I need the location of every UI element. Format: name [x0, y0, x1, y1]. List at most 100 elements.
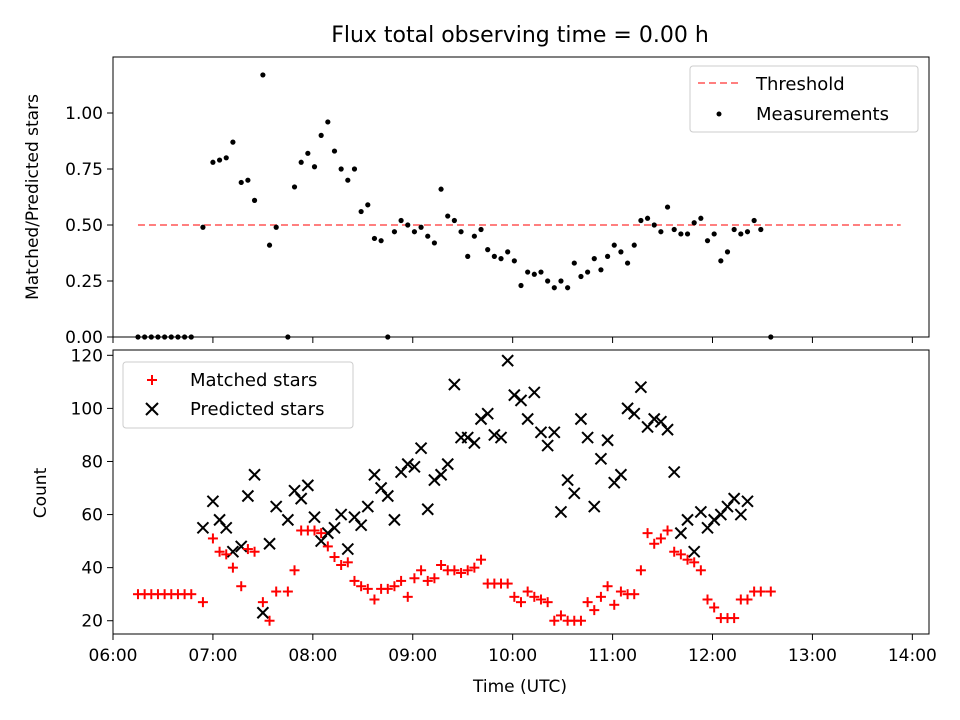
predicted-star-point: [481, 407, 494, 420]
matched-star-point: [609, 599, 620, 610]
matched-star-point: [186, 589, 197, 600]
measurement-points: [135, 72, 774, 340]
predicted-star-point: [661, 423, 674, 436]
matched-star-point: [214, 546, 225, 557]
measurement-point: [458, 229, 464, 235]
bottom-x-tick-label: 12:00: [688, 646, 737, 666]
top-y-ticks: 0.00 0.25 0.50 0.75 1.00: [65, 104, 113, 348]
predicted-star-point: [541, 439, 554, 452]
predicted-star-point: [628, 407, 641, 420]
bottom-x-ticks: 06:00 07:00 08:00 09:00 10:00 11:00 12:00 13:00…: [89, 634, 937, 666]
matched-star-point: [289, 565, 300, 576]
measurement-point: [565, 285, 571, 291]
predicted-star-point: [206, 495, 220, 508]
measurement-point: [245, 177, 251, 183]
top-y-tick-label: 0.50: [65, 216, 103, 236]
measurement-point: [451, 217, 457, 224]
top-legend-box: [689, 65, 919, 133]
predicted-star-point: [548, 426, 561, 439]
predicted-star-point: [561, 473, 574, 487]
measurement-point: [238, 179, 244, 186]
matched-star-point: [316, 528, 327, 539]
matched-star-point: [236, 581, 247, 592]
measurement-point: [751, 217, 757, 224]
measurement-point: [545, 278, 551, 284]
matched-star-point: [575, 615, 586, 626]
matched-star-point: [349, 575, 360, 586]
predicted-star-point: [308, 511, 321, 524]
measurement-point: [671, 226, 677, 233]
measurement-point: [731, 226, 737, 233]
predicted-star-point: [588, 500, 601, 513]
bottom-y-tick-label: 100: [71, 399, 103, 419]
top-x-ticks: [112, 337, 913, 343]
measurement-point: [445, 213, 451, 219]
bottom-legend-box: [122, 361, 354, 429]
bottom-x-tick-label: 13:00: [788, 646, 837, 666]
bottom-x-tick-label: 09:00: [388, 646, 437, 666]
bottom-y-tick-label: 20: [81, 612, 103, 632]
measurement-point: [418, 224, 424, 230]
measurement-point: [431, 240, 438, 246]
bottom-x-tick-label: 07:00: [188, 646, 237, 666]
measurement-point: [260, 72, 266, 78]
predicted-star-point: [269, 500, 283, 513]
predicted-star-point: [568, 487, 581, 500]
predicted-star-point: [514, 394, 528, 407]
matched-star-point: [589, 605, 600, 616]
matched-star-point: [396, 575, 407, 586]
measurement-point: [230, 139, 236, 145]
legend-measurements-swatch: [716, 111, 722, 117]
count-points: [132, 354, 776, 626]
matched-star-point: [342, 557, 353, 568]
matched-star-point: [322, 541, 333, 552]
measurement-point: [318, 132, 324, 138]
matched-star-point: [529, 591, 540, 602]
matched-star-point: [535, 594, 546, 605]
measurement-point: [698, 215, 704, 221]
measurement-point: [664, 204, 671, 210]
top-y-tick-label: 0.25: [65, 272, 103, 292]
matched-star-point: [309, 525, 320, 536]
predicted-star-point: [281, 513, 295, 527]
measurement-point: [578, 273, 584, 280]
matched-star-point: [369, 594, 380, 605]
matched-star-point: [682, 554, 693, 565]
legend-matched-label: Matched stars: [190, 370, 317, 391]
matched-star-point: [227, 562, 238, 573]
measurement-point: [551, 285, 557, 291]
top-panel: Flux total observing time = 0.00 h Match…: [23, 23, 930, 348]
matched-star-point: [642, 528, 653, 539]
measurement-point: [223, 155, 229, 161]
predicted-star-point: [235, 540, 248, 553]
matched-star-point: [356, 581, 367, 592]
matched-star-point: [522, 586, 533, 597]
bottom-y-tick-label: 120: [71, 346, 103, 366]
predicted-star-point: [488, 428, 501, 442]
matched-star-point: [264, 615, 275, 626]
predicted-star-point: [294, 492, 308, 505]
predicted-star-point: [614, 468, 628, 481]
bottom-y-tick-label: 40: [81, 559, 103, 579]
matched-star-point: [695, 565, 706, 576]
measurement-point: [378, 238, 384, 244]
matched-star-point: [602, 581, 613, 592]
measurement-point: [591, 256, 597, 262]
matched-star-point: [207, 533, 218, 544]
matched-star-point: [649, 538, 660, 549]
measurement-point: [638, 217, 644, 224]
measurement-point: [491, 253, 497, 259]
predicted-star-point: [388, 513, 401, 527]
measurement-point: [718, 258, 724, 264]
predicted-star-point: [368, 468, 381, 481]
predicted-star-point: [681, 513, 694, 527]
top-y-axis-label: Matched/Predicted stars: [23, 94, 43, 300]
measurement-point: [325, 119, 331, 125]
matched-star-point: [629, 589, 640, 600]
matched-star-point: [635, 565, 646, 576]
matched-star-point: [502, 578, 513, 589]
matched-star-point: [456, 567, 467, 578]
measurement-point: [398, 217, 404, 224]
measurement-point: [216, 157, 223, 163]
measurement-point: [631, 242, 637, 248]
